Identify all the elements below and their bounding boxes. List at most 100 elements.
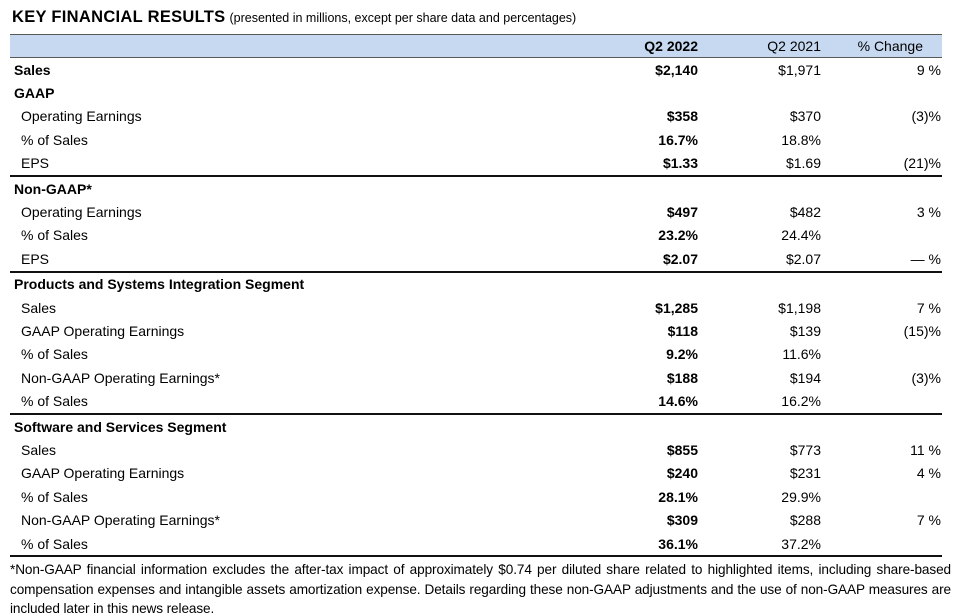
- cell-q2-2021: [702, 414, 825, 438]
- table-row: GAAP Operating Earnings $240 $231 4 %: [10, 462, 942, 485]
- header-cell-change: % Change: [825, 34, 942, 58]
- table-row: Sales $1,285 $1,198 7 %: [10, 296, 942, 319]
- table-row: Operating Earnings $497 $482 3 %: [10, 200, 942, 223]
- cell-q2-2022: $497: [666, 204, 698, 221]
- table-row: Software and Services Segment: [10, 414, 942, 438]
- table-row: Sales $855 $773 11 %: [10, 438, 942, 461]
- cell-pct-change: [825, 176, 942, 200]
- cell-pct-change: [825, 81, 942, 104]
- cell-pct-change: 7 %: [916, 299, 941, 316]
- cell-q2-2022: 16.7%: [658, 131, 698, 148]
- table-row: GAAP Operating Earnings $118 $139 (15)%: [10, 319, 942, 342]
- title-line: KEY FINANCIAL RESULTS (presented in milli…: [12, 8, 953, 27]
- cell-q2-2022: 23.2%: [658, 227, 698, 244]
- row-label: Sales: [21, 299, 57, 316]
- row-label: EPS: [10, 247, 570, 273]
- header-cell-blank: [10, 34, 570, 58]
- cell-pct-change: — %: [825, 247, 942, 273]
- header-cell-q2-2021: Q2 2021: [702, 34, 825, 58]
- table-body: Sales $2,140 $1,971 9 % GAAP Operating Earnin…: [10, 58, 942, 558]
- header-cell-q2-2022: Q2 2022: [570, 34, 702, 58]
- cell-q2-2021: $370: [789, 108, 821, 125]
- cell-q2-2022: $309: [666, 512, 698, 529]
- row-label: % of Sales: [21, 227, 88, 244]
- cell-q2-2021: $194: [789, 369, 821, 386]
- cell-q2-2022: $1.33: [570, 151, 702, 177]
- cell-q2-2021: 29.9%: [781, 488, 821, 505]
- cell-pct-change: [825, 343, 942, 366]
- cell-pct-change: [825, 128, 942, 151]
- footnote: *Non-GAAP financial information excludes…: [10, 562, 951, 615]
- table-row: % of Sales 36.1% 37.2%: [10, 531, 942, 558]
- cell-pct-change: [825, 485, 942, 508]
- cell-pct-change: 4 %: [916, 465, 941, 482]
- row-label: Operating Earnings: [21, 204, 142, 221]
- row-label: EPS: [10, 151, 570, 177]
- table-row: % of Sales 23.2% 24.4%: [10, 224, 942, 247]
- table-header: Q2 2022 Q2 2021 % Change: [10, 34, 942, 58]
- cell-pct-change: (3)%: [911, 108, 941, 125]
- header-row: Q2 2022 Q2 2021 % Change: [10, 34, 942, 58]
- cell-q2-2022: [570, 176, 702, 200]
- cell-q2-2021: 18.8%: [781, 131, 821, 148]
- financial-results-table: Q2 2022 Q2 2021 % Change Sales $2,140 $1,9…: [10, 34, 942, 558]
- cell-pct-change: [825, 531, 942, 558]
- table-row: Sales $2,140 $1,971 9 %: [10, 58, 942, 82]
- row-label: Sales: [21, 441, 57, 458]
- cell-pct-change: [825, 389, 942, 415]
- cell-q2-2022: 9.2%: [666, 346, 698, 363]
- table-row: % of Sales 28.1% 29.9%: [10, 485, 942, 508]
- cell-q2-2021: 11.6%: [782, 346, 821, 363]
- page-subtitle: (presented in millions, except per share…: [229, 11, 577, 25]
- cell-q2-2022: $240: [666, 465, 698, 482]
- row-label: % of Sales: [10, 531, 570, 558]
- cell-q2-2021: [702, 272, 825, 296]
- table-row: Operating Earnings $358 $370 (3)%: [10, 105, 942, 128]
- cell-q2-2021: $288: [789, 512, 821, 529]
- cell-q2-2022: $855: [666, 441, 698, 458]
- cell-q2-2021: [702, 81, 825, 104]
- cell-q2-2021: 37.2%: [702, 531, 825, 558]
- row-label: GAAP Operating Earnings: [21, 465, 185, 482]
- cell-pct-change: [825, 272, 942, 296]
- cell-q2-2022: [570, 81, 702, 104]
- cell-pct-change: (15)%: [903, 322, 941, 339]
- row-label: Products and Systems Integration Segment: [14, 276, 305, 293]
- cell-q2-2021: $482: [789, 204, 821, 221]
- cell-q2-2022: $358: [666, 108, 698, 125]
- cell-q2-2021: 24.4%: [781, 227, 821, 244]
- row-label: % of Sales: [21, 488, 88, 505]
- row-label: Non-GAAP*: [14, 180, 92, 197]
- cell-q2-2021: $1,971: [778, 61, 821, 78]
- table-row: Non-GAAP Operating Earnings* $309 $288 7 %: [10, 508, 942, 531]
- cell-pct-change: 11 %: [910, 441, 941, 458]
- cell-q2-2022: 36.1%: [570, 531, 702, 558]
- cell-q2-2022: $2.07: [570, 247, 702, 273]
- cell-pct-change: [825, 224, 942, 247]
- cell-q2-2021: $1.69: [702, 151, 825, 177]
- table-row: % of Sales 16.7% 18.8%: [10, 128, 942, 151]
- row-label: Sales: [14, 61, 51, 78]
- cell-q2-2021: $2.07: [702, 247, 825, 273]
- page-title: KEY FINANCIAL RESULTS: [12, 8, 226, 26]
- table-row: Non-GAAP*: [10, 176, 942, 200]
- cell-q2-2021: $231: [789, 465, 821, 482]
- cell-q2-2022: [570, 272, 702, 296]
- cell-q2-2022: $2,140: [655, 61, 698, 78]
- row-label: % of Sales: [21, 131, 88, 148]
- cell-q2-2021: $773: [789, 441, 821, 458]
- cell-q2-2021: $1,198: [778, 299, 821, 316]
- row-label: % of Sales: [21, 346, 88, 363]
- row-label: Operating Earnings: [21, 108, 142, 125]
- table-row: % of Sales 14.6% 16.2%: [10, 389, 942, 415]
- cell-q2-2021: $139: [789, 322, 821, 339]
- cell-q2-2022: $118: [667, 322, 698, 339]
- row-label: Software and Services Segment: [14, 418, 227, 435]
- row-label: % of Sales: [10, 389, 570, 415]
- table-row: EPS $1.33 $1.69 (21)%: [10, 151, 942, 177]
- cell-pct-change: 7 %: [916, 512, 941, 529]
- table-row: % of Sales 9.2% 11.6%: [10, 343, 942, 366]
- cell-q2-2022: [570, 414, 702, 438]
- table-row: Non-GAAP Operating Earnings* $188 $194 (3)%: [10, 366, 942, 389]
